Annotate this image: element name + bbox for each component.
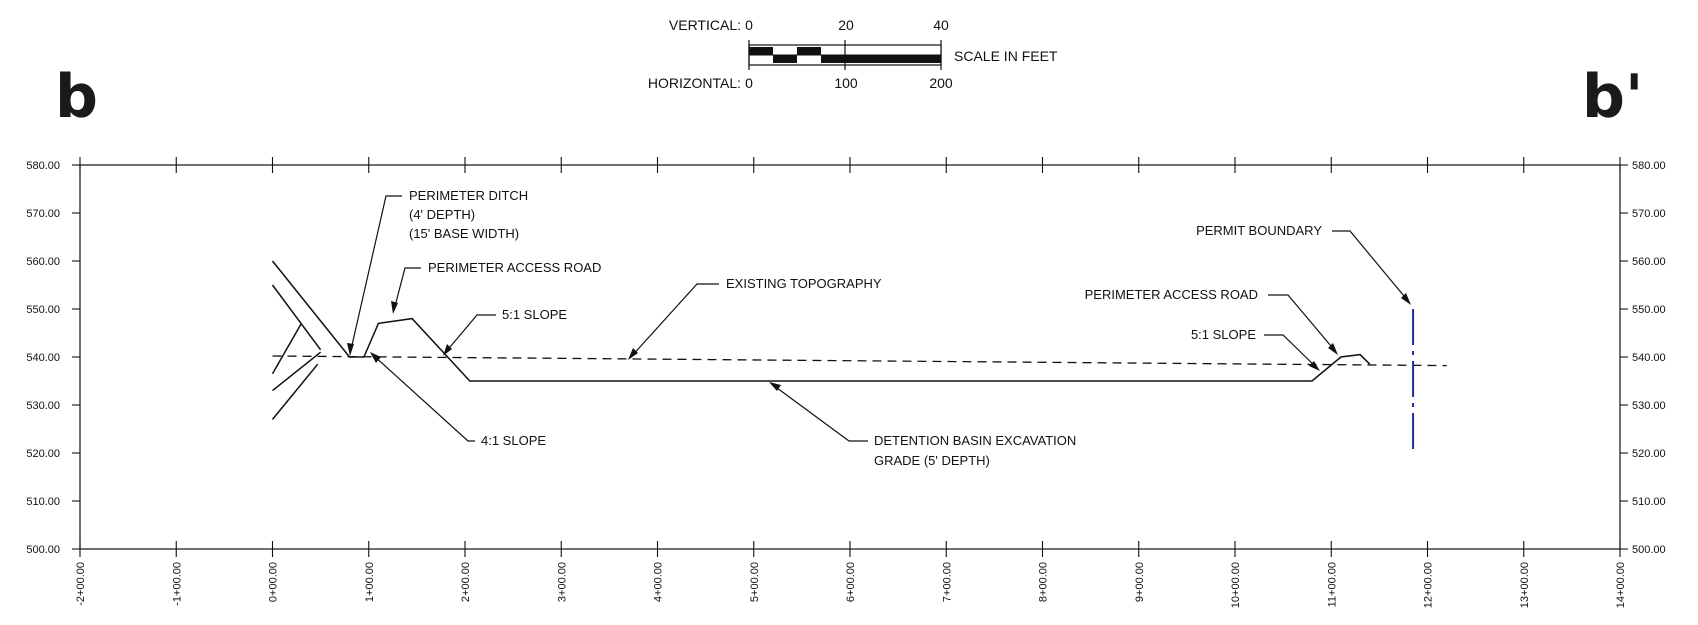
elevation-label-right: 520.00 [1632,448,1666,460]
perimeter-access-road-right-callout: PERIMETER ACCESS ROAD [1085,287,1338,355]
scale-units-label: SCALE IN FEET [954,48,1058,64]
slope-5-1-left-arrowhead [443,344,452,356]
detention-basin-grade-label-line-1: DETENTION BASIN EXCAVATION [874,433,1076,448]
elevation-label-left: 540.00 [26,352,60,364]
scale-vertical-label: VERTICAL: [669,17,741,33]
slope-5-1-left-leader [444,314,496,354]
elevation-label-left: 580.00 [26,160,60,172]
station-label: 7+00.00 [941,562,953,602]
perimeter-access-road-right-label: PERIMETER ACCESS ROAD [1085,287,1258,302]
profiles [271,260,1447,453]
perimeter-access-road-left-arrowhead [391,301,398,314]
axes: 580.00 580.00 570.00 570.00 560.00 560.00 550.… [26,157,1666,608]
slope-5-1-left-label: 5:1 SLOPE [502,307,567,322]
elevation-label-right: 530.00 [1632,400,1666,412]
station-label: 13+00.00 [1519,562,1531,608]
slope-5-1-left-callout: 5:1 SLOPE [443,307,567,356]
station-label: 2+00.00 [460,562,472,602]
perimeter-access-road-right-leader [1268,294,1337,353]
slope-4-1-arrowhead [370,352,381,363]
slope-5-1-right-arrowhead [1309,361,1320,371]
perimeter-ditch-label-line-2: (4' DEPTH) [409,207,475,222]
perimeter-access-road-right-arrowhead [1328,343,1338,355]
perimeter-access-road-left-leader [393,267,421,311]
station-label: 1+00.00 [364,562,376,602]
elevation-label-left: 550.00 [26,304,60,316]
plot-frame [79,164,1621,550]
left-tie-in-line [271,323,303,375]
existing-topography-arrowhead [628,348,638,360]
scale-vertical-tick-0: 0 [745,17,753,33]
station-label: 12+00.00 [1423,562,1435,608]
scale-horizontal-label: HORIZONTAL: [648,75,741,91]
station-label: 9+00.00 [1134,562,1146,602]
elevation-label-right: 540.00 [1632,352,1666,364]
perimeter-ditch-leader [349,195,402,355]
elevation-label-right: 570.00 [1632,208,1666,220]
scale-vertical-tick-1: 20 [838,17,854,33]
slope-5-1-right-leader [1264,334,1318,369]
station-label: -1+00.00 [171,562,183,606]
existing-topography-line [272,355,1447,367]
slope-4-1-callout: 4:1 SLOPE [370,352,546,448]
scale-horizontal-tick-1: 100 [834,75,858,91]
left-tie-in-line [272,351,322,392]
station-label: 6+00.00 [845,562,857,602]
station-label: -2+00.00 [75,562,87,606]
design-grade-line [271,260,1371,382]
elevation-label-left: 520.00 [26,448,60,460]
permit-boundary-arrowhead [1401,293,1411,305]
slope-4-1-label: 4:1 SLOPE [481,433,546,448]
scale-bar-graphic [748,40,942,70]
detention-basin-grade-callout: DETENTION BASIN EXCAVATION GRADE (5' DEP… [769,382,1076,468]
elevation-label-left: 560.00 [26,256,60,268]
detention-basin-grade-label-line-2: GRADE (5' DEPTH) [874,453,990,468]
perimeter-ditch-arrowhead [347,343,354,356]
permit-boundary-label: PERMIT BOUNDARY [1196,223,1322,238]
scale-bar: VERTICAL: 0 20 40 SCALE IN FEET HORIZONT… [648,17,1058,91]
perimeter-access-road-left-callout: PERIMETER ACCESS ROAD [391,260,601,314]
station-label: 11+00.00 [1326,562,1338,607]
perimeter-access-road-left-label: PERIMETER ACCESS ROAD [428,260,601,275]
station-label: 8+00.00 [1038,562,1050,602]
section-end-label: b' [1582,62,1643,132]
perimeter-ditch-label-line-1: PERIMETER DITCH [409,188,528,203]
permit-boundary-leader [1332,230,1410,303]
elevation-label-left: 570.00 [26,208,60,220]
elevation-label-right: 550.00 [1632,304,1666,316]
station-label: 14+00.00 [1615,562,1627,608]
left-tie-in-line [271,363,319,420]
permit-boundary-callout: PERMIT BOUNDARY [1196,223,1411,305]
left-tie-in-line [271,284,322,351]
slope-4-1-leader [372,354,475,442]
existing-topography-callout: EXISTING TOPOGRAPHY [628,276,882,360]
elevation-label-right: 580.00 [1632,160,1666,172]
detention-basin-grade-arrowhead [769,382,781,391]
annotations: PERIMETER DITCH (4' DEPTH) (15' BASE WID… [347,188,1411,468]
elevation-label-left: 500.00 [26,544,60,556]
elevation-label-left: 510.00 [26,496,60,508]
elevation-label-right: 560.00 [1632,256,1666,268]
station-label: 10+00.00 [1230,562,1242,608]
perimeter-ditch-label-line-3: (15' BASE WIDTH) [409,226,519,241]
scale-vertical-tick-2: 40 [933,17,949,33]
slope-5-1-right-label: 5:1 SLOPE [1191,327,1256,342]
station-label: 4+00.00 [653,562,665,602]
scale-horizontal-tick-2: 200 [929,75,953,91]
scale-horizontal-tick-0: 0 [745,75,753,91]
station-label: 3+00.00 [556,562,568,602]
elevation-label-right: 510.00 [1632,496,1666,508]
perimeter-ditch-callout: PERIMETER DITCH (4' DEPTH) (15' BASE WID… [347,188,528,356]
existing-topography-label: EXISTING TOPOGRAPHY [726,276,882,291]
detention-basin-grade-leader [772,384,868,442]
elevation-label-right: 500.00 [1632,544,1666,556]
existing-topography-leader [629,283,719,359]
slope-5-1-right-callout: 5:1 SLOPE [1191,327,1320,371]
elevation-label-left: 530.00 [26,400,60,412]
station-label: 0+00.00 [268,562,280,602]
section-start-label: b [55,62,98,132]
station-label: 5+00.00 [749,562,761,602]
